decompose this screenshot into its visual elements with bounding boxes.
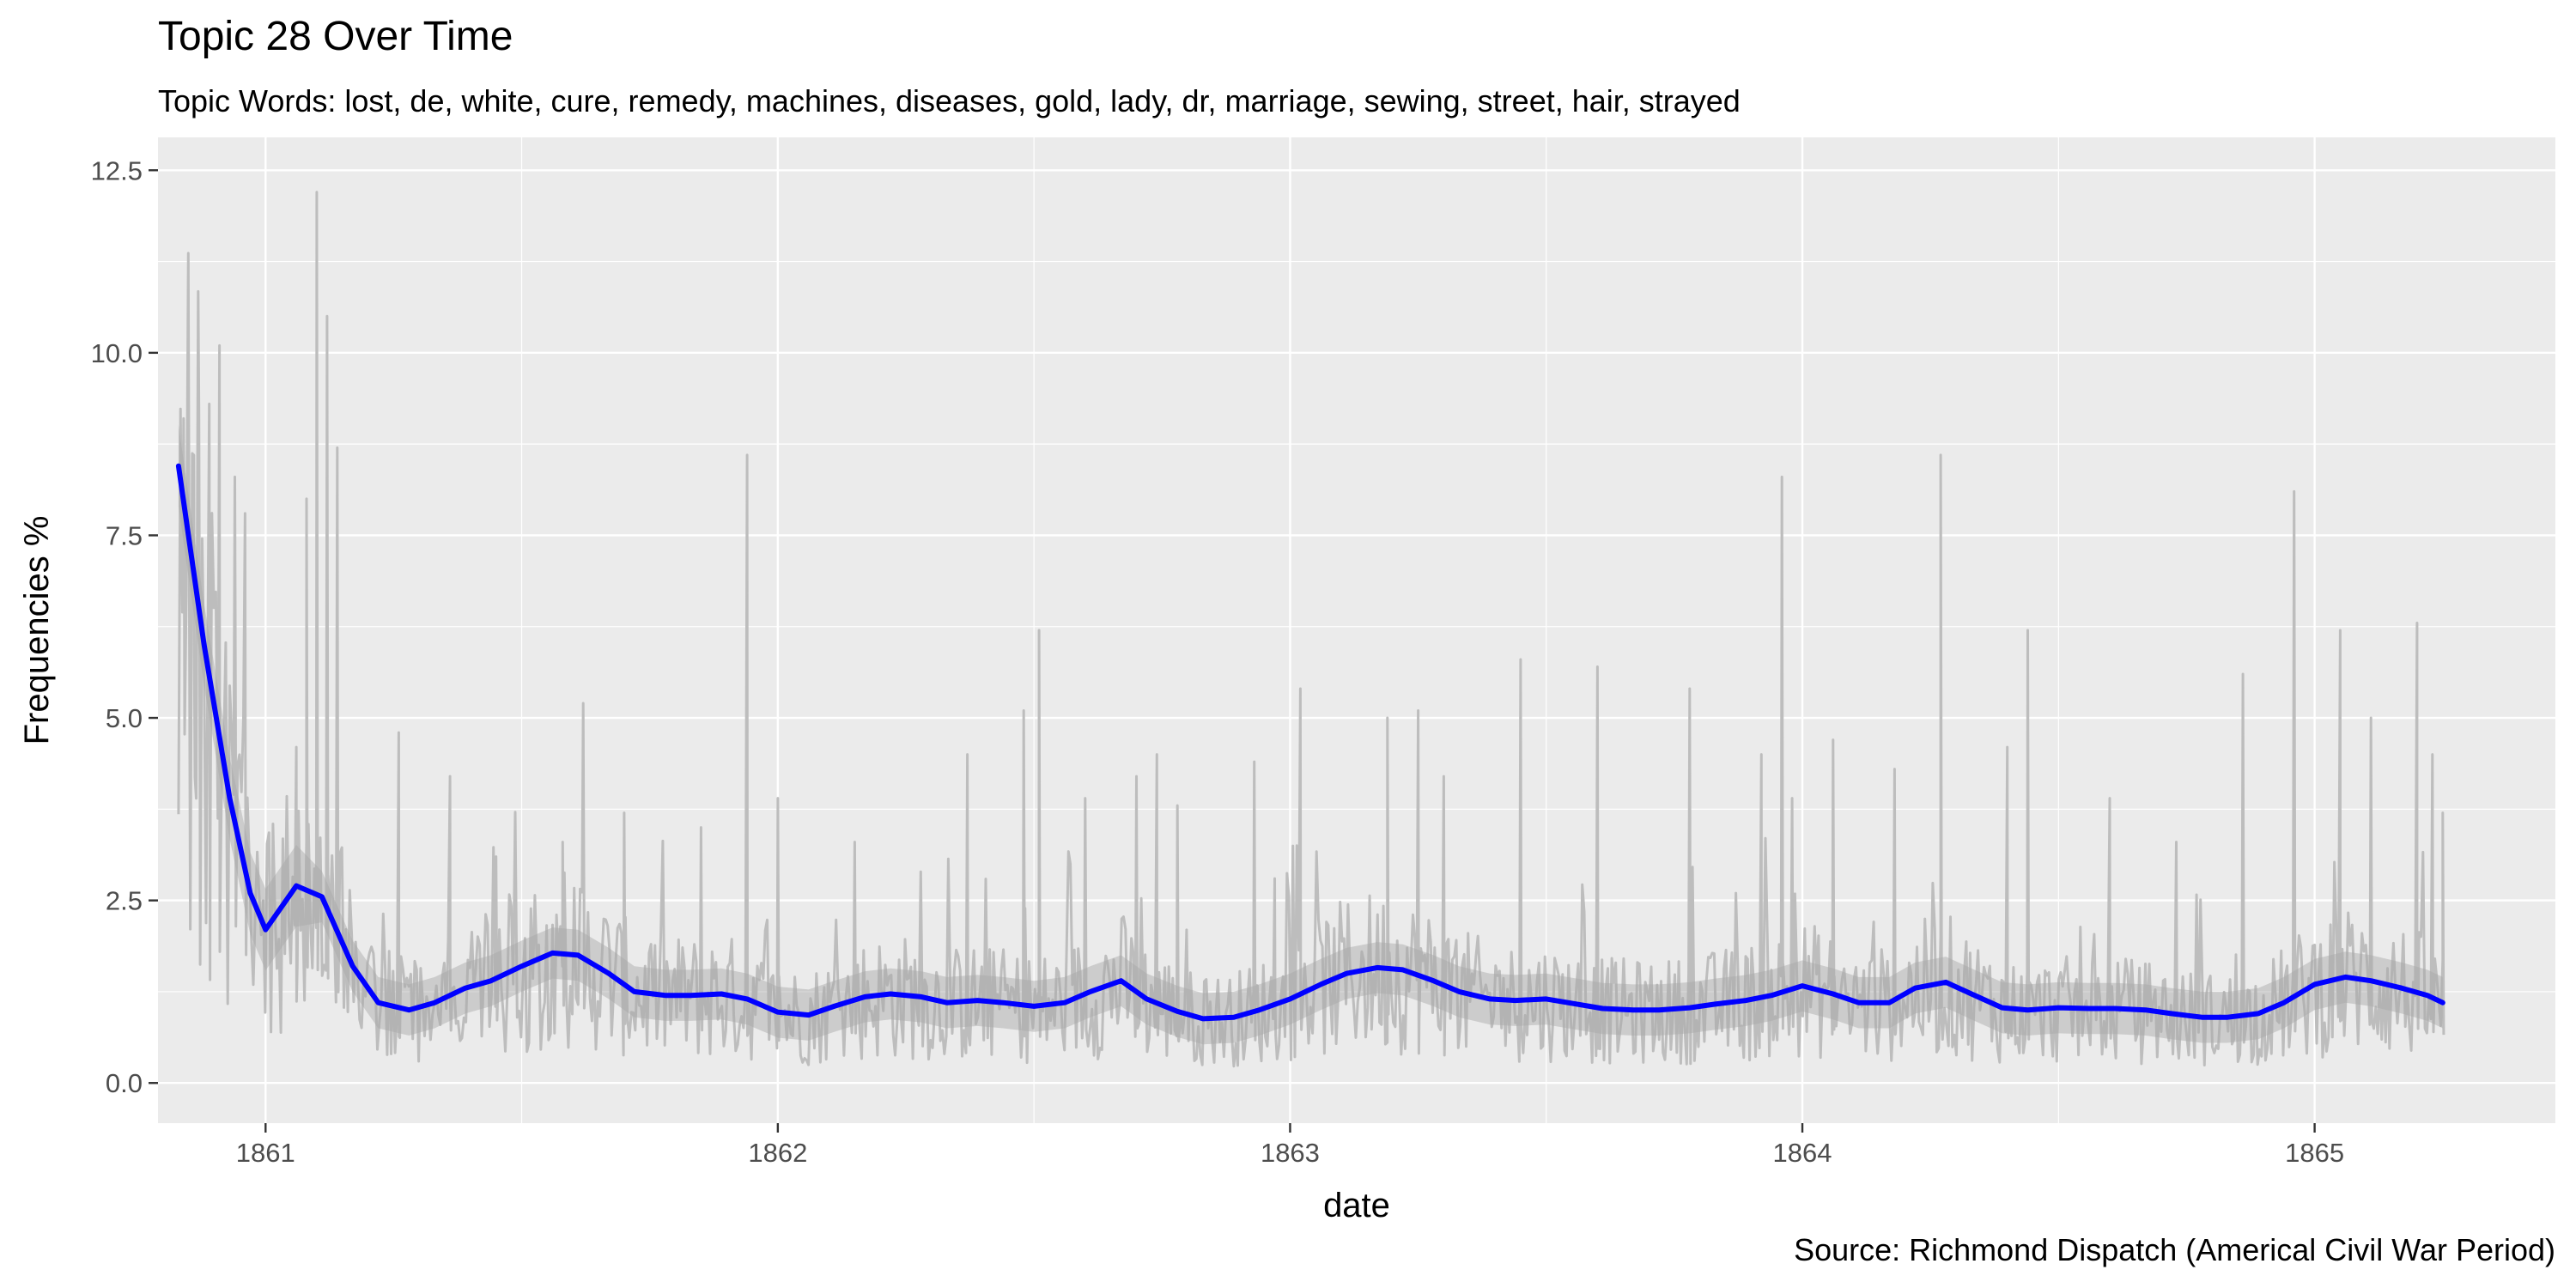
plot-panel: [158, 137, 2555, 1123]
y-axis-title: Frequencies %: [18, 516, 56, 745]
x-tick-label: 1863: [1261, 1138, 1320, 1168]
y-tick-label: 12.5: [91, 155, 143, 185]
chart-subtitle: Topic Words: lost, de, white, cure, reme…: [158, 83, 1741, 118]
y-tick-label: 0.0: [106, 1068, 143, 1098]
raw-series-line: [177, 191, 2445, 1068]
x-tick-label: 1862: [748, 1138, 807, 1168]
grid-minor: [158, 137, 2555, 1123]
y-tick-label: 10.0: [91, 338, 143, 368]
raw-series: [177, 191, 2445, 1068]
x-tick-label: 1861: [236, 1138, 295, 1168]
x-tick-label: 1865: [2285, 1138, 2344, 1168]
x-tick-label: 1864: [1773, 1138, 1832, 1168]
smooth-trend-line: [175, 463, 2445, 1022]
y-tick-label: 5.0: [106, 703, 143, 733]
x-axis-title: date: [1323, 1187, 1390, 1224]
smooth-series: [175, 463, 2445, 1022]
chart-title: Topic 28 Over Time: [158, 14, 513, 59]
y-axis: 0.0 2.5 5.0 7.5 10.0 12.5: [91, 155, 158, 1098]
x-axis: 1861 1862 1863 1864 1865: [236, 1123, 2344, 1168]
chart-caption: Source: Richmond Dispatch (Americal Civi…: [1794, 1232, 2555, 1267]
y-tick-label: 7.5: [106, 520, 143, 550]
y-tick-label: 2.5: [106, 886, 143, 916]
